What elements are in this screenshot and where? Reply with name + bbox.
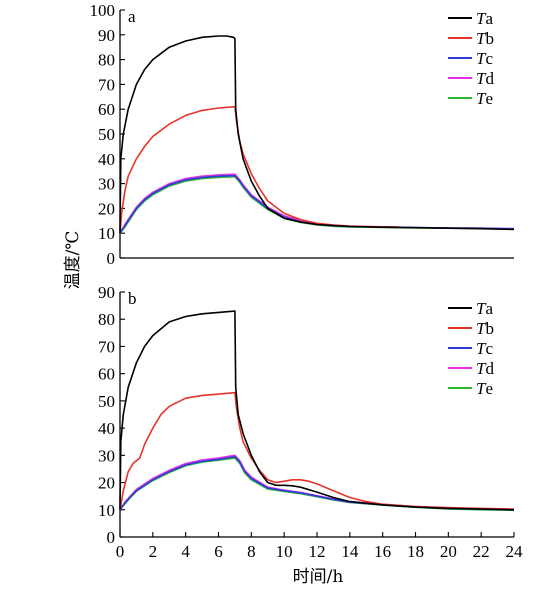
x-tick-label: 10 bbox=[276, 542, 293, 561]
x-tick-label: 2 bbox=[149, 542, 158, 561]
y-tick-label: 70 bbox=[98, 75, 115, 94]
x-tick-label: 16 bbox=[374, 542, 391, 561]
series-line-tb bbox=[119, 391, 515, 510]
series-line-td bbox=[119, 454, 515, 511]
y-tick-label: 100 bbox=[90, 1, 116, 20]
x-tick-label: 18 bbox=[407, 542, 424, 561]
y-tick-label: 40 bbox=[98, 150, 115, 169]
legend-entry: Td bbox=[476, 359, 494, 378]
y-tick-label: 10 bbox=[98, 501, 115, 520]
x-tick-label: 4 bbox=[181, 542, 190, 561]
y-tick-label: 20 bbox=[98, 474, 115, 493]
y-tick-label: 80 bbox=[98, 51, 115, 70]
y-tick-label: 60 bbox=[98, 100, 115, 119]
x-tick-label: 24 bbox=[506, 542, 524, 561]
y-tick-label: 90 bbox=[98, 283, 115, 302]
legend-entry: Tb bbox=[476, 319, 494, 338]
y-tick-label: 90 bbox=[98, 26, 115, 45]
x-tick-label: 22 bbox=[473, 542, 490, 561]
y-tick-label: 80 bbox=[98, 310, 115, 329]
legend-entry: Tc bbox=[476, 49, 493, 68]
series-line-tb bbox=[119, 105, 400, 234]
legend-entry: Te bbox=[476, 379, 493, 398]
y-axis-label: 温度/℃ bbox=[63, 231, 83, 290]
legend-entry: Td bbox=[476, 69, 494, 88]
legend-entry: Tb bbox=[476, 29, 494, 48]
y-tick-label: 50 bbox=[98, 125, 115, 144]
y-tick-label: 0 bbox=[107, 528, 116, 547]
y-tick-label: 0 bbox=[107, 249, 116, 268]
y-tick-label: 40 bbox=[98, 419, 115, 438]
y-tick-label: 70 bbox=[98, 337, 115, 356]
y-tick-label: 30 bbox=[98, 446, 115, 465]
series-line-ta bbox=[119, 35, 515, 234]
y-tick-label: 10 bbox=[98, 224, 115, 243]
x-axis-label: 时间/h bbox=[293, 567, 344, 587]
y-tick-label: 60 bbox=[98, 365, 115, 384]
x-tick-label: 14 bbox=[341, 542, 359, 561]
x-tick-label: 8 bbox=[247, 542, 256, 561]
x-tick-label: 12 bbox=[309, 542, 326, 561]
legend-entry: Tc bbox=[476, 339, 493, 358]
panel-label: b bbox=[128, 289, 137, 308]
series-line-ta bbox=[119, 310, 515, 511]
legend-entry: Ta bbox=[476, 9, 493, 28]
y-tick-label: 20 bbox=[98, 199, 115, 218]
x-tick-label: 20 bbox=[440, 542, 457, 561]
panel-label: a bbox=[128, 7, 136, 26]
x-tick-label: 6 bbox=[214, 542, 223, 561]
legend-entry: Te bbox=[476, 89, 493, 108]
y-tick-label: 50 bbox=[98, 392, 115, 411]
legend-entry: Ta bbox=[476, 299, 493, 318]
x-tick-label: 0 bbox=[116, 542, 125, 561]
y-tick-label: 30 bbox=[98, 175, 115, 194]
